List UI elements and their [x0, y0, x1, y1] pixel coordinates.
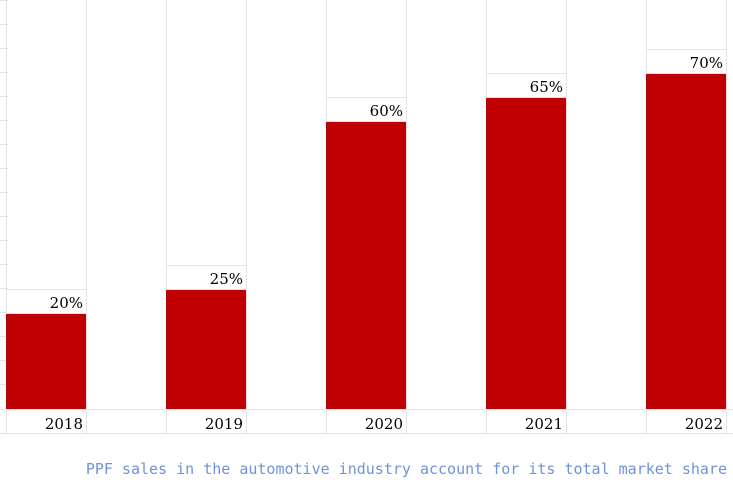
value-label-2020: 60% — [370, 102, 403, 120]
chart-caption: PPF sales in the automotive industry acc… — [85, 460, 727, 478]
value-label-cell — [486, 73, 567, 98]
value-label-2022: 70% — [690, 54, 723, 72]
x-tick-label-2019: 2019 — [205, 415, 243, 433]
x-tick-label-2022: 2022 — [685, 415, 723, 433]
value-label-cell — [646, 49, 727, 74]
x-tick-label-2020: 2020 — [365, 415, 403, 433]
value-label-2019: 25% — [210, 270, 243, 288]
x-axis-tick-labels: 2018 2019 2020 2021 2022 — [45, 415, 723, 433]
value-label-cell — [6, 289, 87, 314]
value-label-2018: 20% — [50, 294, 83, 312]
value-label-2021: 65% — [530, 78, 563, 96]
bar-2020 — [326, 121, 406, 409]
x-tick-label-2021: 2021 — [525, 415, 563, 433]
value-label-cell — [326, 97, 407, 122]
bar-2022 — [646, 73, 726, 409]
bars — [6, 73, 726, 409]
x-tick-label-2018: 2018 — [45, 415, 83, 433]
bar-2018 — [6, 313, 86, 409]
bar-2021 — [486, 97, 566, 409]
value-label-cell — [166, 265, 247, 290]
bar-2019 — [166, 289, 246, 409]
value-labels: 20% 25% 60% 65% 70% — [6, 49, 727, 314]
